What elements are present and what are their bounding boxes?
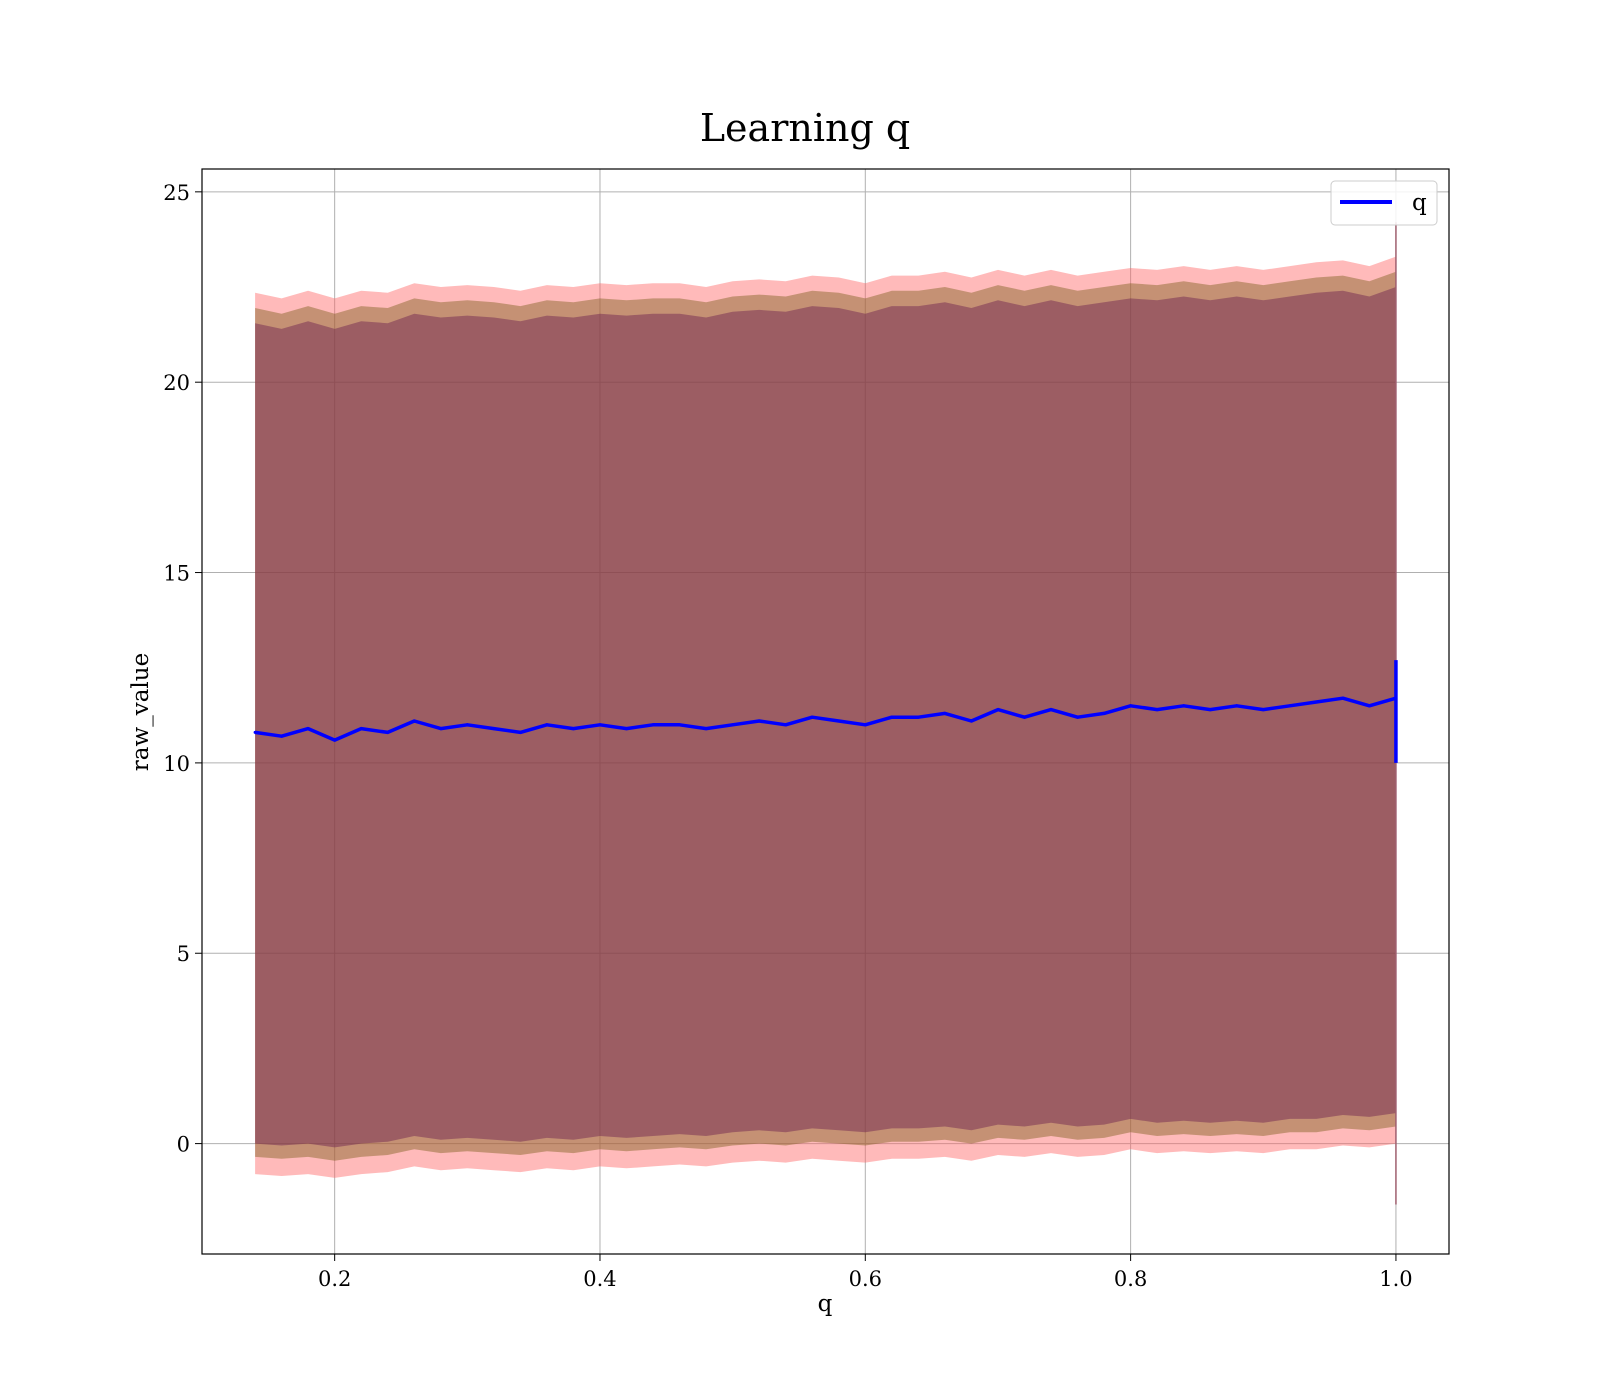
data-point: [1261, 708, 1265, 712]
data-point: [412, 719, 416, 723]
data-point: [492, 727, 496, 731]
y-axis-label: raw_value: [128, 653, 154, 771]
data-point: [386, 730, 390, 734]
data-point: [678, 723, 682, 727]
data-point: [837, 719, 841, 723]
y-tick-label: 10: [163, 752, 190, 776]
data-point: [810, 715, 814, 719]
data-point: [863, 723, 867, 727]
data-point: [943, 711, 947, 715]
data-point: [253, 730, 257, 734]
data-point: [545, 723, 549, 727]
data-point: [704, 727, 708, 731]
data-point: [306, 727, 310, 731]
data-point: [1314, 700, 1318, 704]
data-point: [890, 715, 894, 719]
data-point: [651, 723, 655, 727]
data-point: [1235, 704, 1239, 708]
confidence-band-2: [255, 271, 1396, 1161]
y-tick-label: 25: [163, 181, 190, 205]
data-point: [359, 727, 363, 731]
data-point: [1155, 708, 1159, 712]
data-point: [465, 723, 469, 727]
data-point: [1049, 708, 1053, 712]
data-point: [731, 723, 735, 727]
data-point: [598, 723, 602, 727]
confidence-band-3: [255, 287, 1396, 1148]
data-point: [1341, 696, 1345, 700]
data-point: [1102, 711, 1106, 715]
x-tick-label: 0.2: [318, 1267, 351, 1291]
data-point: [757, 719, 761, 723]
plot-frame: [201, 168, 1450, 1255]
data-point: [1129, 704, 1133, 708]
confidence-bands: [255, 222, 1397, 1205]
x-tick-label: 0.8: [1114, 1267, 1147, 1291]
data-point: [1182, 704, 1186, 708]
data-point: [969, 719, 973, 723]
grid: [202, 169, 1449, 1254]
plot-area: 0.2 0.4 0.6 0.8 1.0 0 5 10 15 20 25: [163, 168, 1450, 1291]
series-line-q: [254, 696, 1397, 742]
data-point: [439, 727, 443, 731]
data-point: [518, 730, 522, 734]
confidence-band-1: [255, 256, 1396, 1178]
y-tick-label: 20: [163, 371, 190, 395]
data-point: [1023, 715, 1026, 719]
data-point: [625, 727, 628, 731]
data-point: [1076, 715, 1080, 719]
legend: q: [1330, 180, 1438, 226]
data-point: [1208, 708, 1212, 712]
data-point: [333, 738, 337, 742]
data-point: [784, 723, 788, 727]
y-tick-label: 5: [177, 942, 190, 966]
data-point: [996, 708, 1000, 712]
x-tick-label: 0.6: [849, 1267, 882, 1291]
series-layer: [253, 660, 1398, 763]
x-tick-label: 1.0: [1379, 1267, 1412, 1291]
data-point: [1288, 704, 1292, 708]
y-tick-label: 15: [163, 562, 190, 586]
x-tick-label: 0.4: [583, 1267, 616, 1291]
data-point: [571, 727, 575, 731]
x-axis-label: q: [818, 1291, 833, 1317]
data-point: [916, 715, 920, 719]
chart-title: Learning q: [700, 106, 910, 150]
axis-ticks: 0.2 0.4 0.6 0.8 1.0 0 5 10 15 20 25: [163, 181, 1412, 1291]
data-point: [1367, 704, 1371, 708]
y-tick-label: 0: [177, 1133, 190, 1157]
legend-label-q: q: [1412, 190, 1427, 216]
data-point: [280, 734, 284, 738]
